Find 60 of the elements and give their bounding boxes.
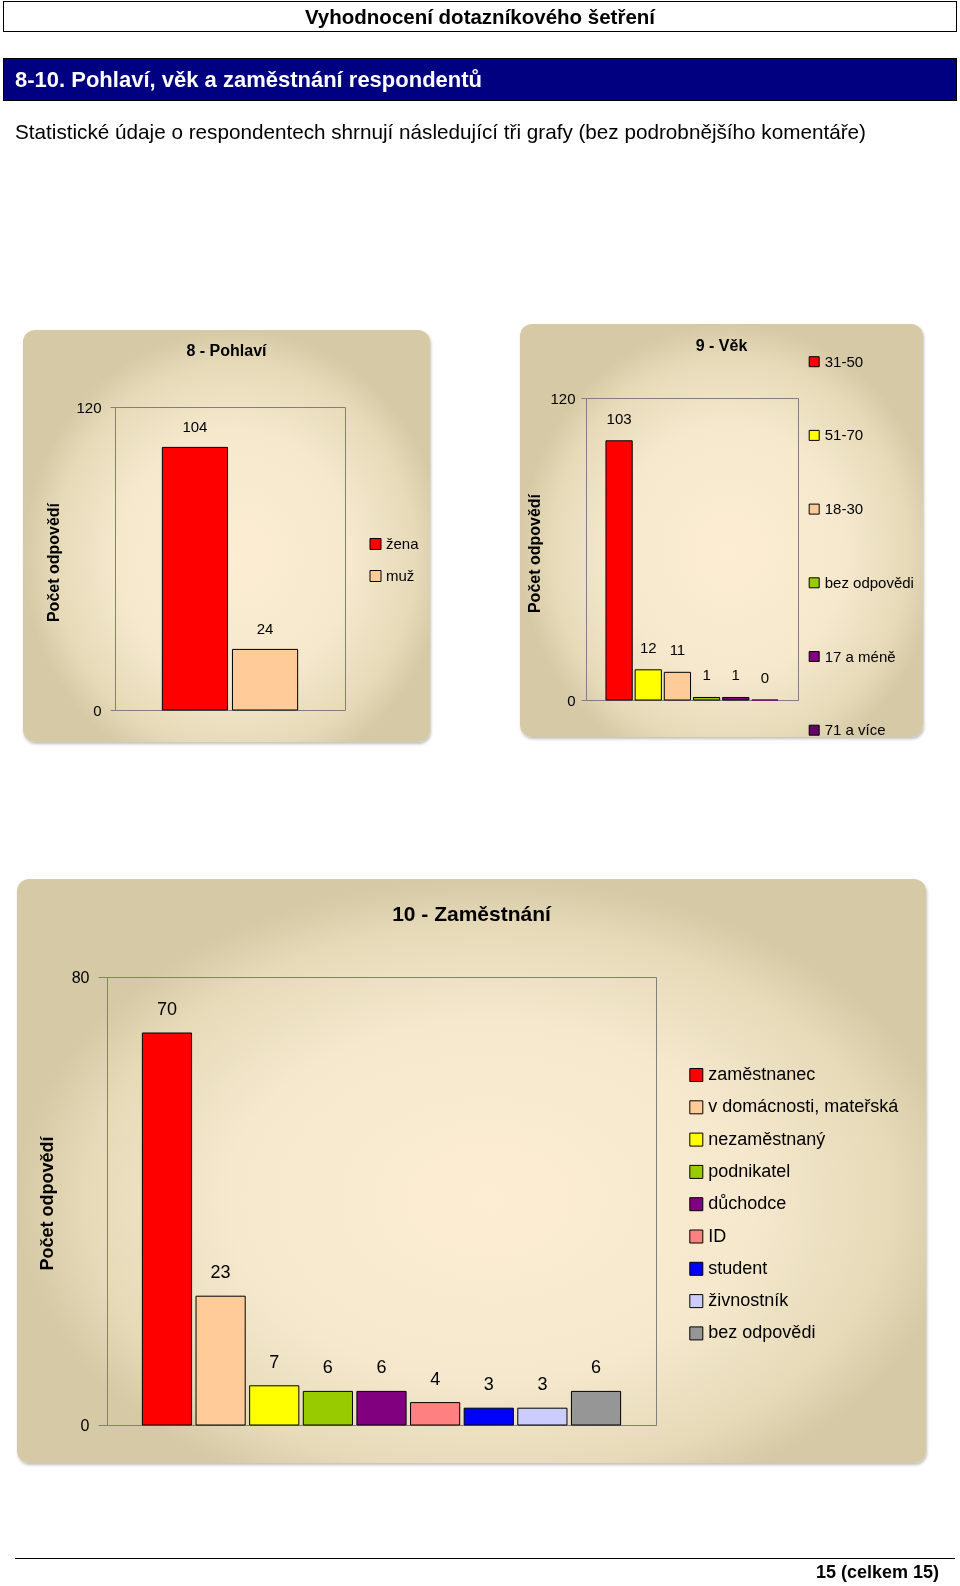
data-label: 11 bbox=[669, 641, 686, 659]
legend-label: důchodce bbox=[708, 1193, 787, 1214]
bar bbox=[692, 696, 721, 701]
data-label: 103 bbox=[606, 409, 632, 427]
chart-title: 9 - Věk bbox=[695, 337, 748, 355]
data-label: 0 bbox=[760, 669, 770, 686]
bar bbox=[722, 696, 750, 701]
y-axis-title: Počet odpovědí bbox=[37, 1135, 57, 1271]
y-tick-label: 0 bbox=[80, 1416, 90, 1434]
legend-label: bez odpovědi bbox=[824, 573, 914, 591]
data-label: 3 bbox=[537, 1374, 548, 1395]
data-label: 6 bbox=[591, 1357, 602, 1378]
data-label: 7 bbox=[269, 1351, 280, 1372]
legend-label: student bbox=[708, 1257, 768, 1278]
bar bbox=[302, 1390, 353, 1426]
bar bbox=[356, 1390, 407, 1426]
bar bbox=[141, 1032, 193, 1426]
data-label: 70 bbox=[156, 999, 177, 1019]
data-label: 104 bbox=[182, 418, 208, 436]
data-label: 3 bbox=[483, 1374, 494, 1395]
data-label: 4 bbox=[430, 1368, 441, 1389]
bar bbox=[663, 671, 692, 701]
bar bbox=[463, 1407, 514, 1426]
y-tick-label: 80 bbox=[71, 968, 90, 986]
legend-label: živnostník bbox=[708, 1290, 790, 1311]
text: 15 (celkem 15) bbox=[815, 1562, 939, 1582]
bar bbox=[195, 1295, 246, 1426]
bar bbox=[410, 1402, 461, 1426]
bar bbox=[249, 1385, 300, 1426]
chart-title: 8 - Pohlaví bbox=[186, 342, 268, 359]
legend-label: ID bbox=[708, 1225, 727, 1246]
legend-label: podnikatel bbox=[708, 1160, 791, 1181]
legend-label: nezaměstnaný bbox=[708, 1128, 826, 1149]
data-label: 12 bbox=[639, 638, 657, 656]
text: 8-10. Pohlaví, věk a zaměstnání respondentů bbox=[15, 67, 483, 92]
y-tick-label: 120 bbox=[550, 389, 576, 407]
data-label: 6 bbox=[322, 1357, 333, 1378]
legend-label: 18-30 bbox=[824, 500, 864, 518]
data-label: 1 bbox=[731, 666, 740, 684]
y-tick-label: 120 bbox=[76, 398, 102, 416]
data-label: 1 bbox=[702, 666, 711, 684]
bar bbox=[570, 1390, 622, 1426]
data-label: 23 bbox=[210, 1262, 231, 1283]
legend-label: 71 a více bbox=[824, 721, 886, 739]
data-label: 24 bbox=[256, 620, 274, 638]
y-axis-title: Počet odpovědí bbox=[44, 502, 62, 623]
legend-label: 17 a méně bbox=[824, 647, 896, 665]
chart-title: 10 - Zaměstnání bbox=[392, 902, 553, 925]
data-label: 6 bbox=[376, 1357, 387, 1378]
legend-label: v domácnosti, mateřská bbox=[708, 1096, 900, 1117]
legend-label: zaměstnanec bbox=[708, 1064, 816, 1084]
text: Statistické údaje o respondentech shrnují následující tři grafy (bez podrobnějšího komentáře) bbox=[15, 120, 866, 143]
legend-label: žena bbox=[386, 535, 420, 552]
legend-label: bez odpovědi bbox=[708, 1322, 816, 1343]
text: Vyhodnocení dotazníkového šetření bbox=[304, 5, 656, 28]
legend-label: 51-70 bbox=[824, 426, 864, 444]
legend-label: muž bbox=[386, 567, 415, 584]
y-axis-title: Počet odpovědí bbox=[525, 493, 543, 614]
bar bbox=[517, 1407, 568, 1426]
legend-label: 31-50 bbox=[824, 352, 864, 370]
